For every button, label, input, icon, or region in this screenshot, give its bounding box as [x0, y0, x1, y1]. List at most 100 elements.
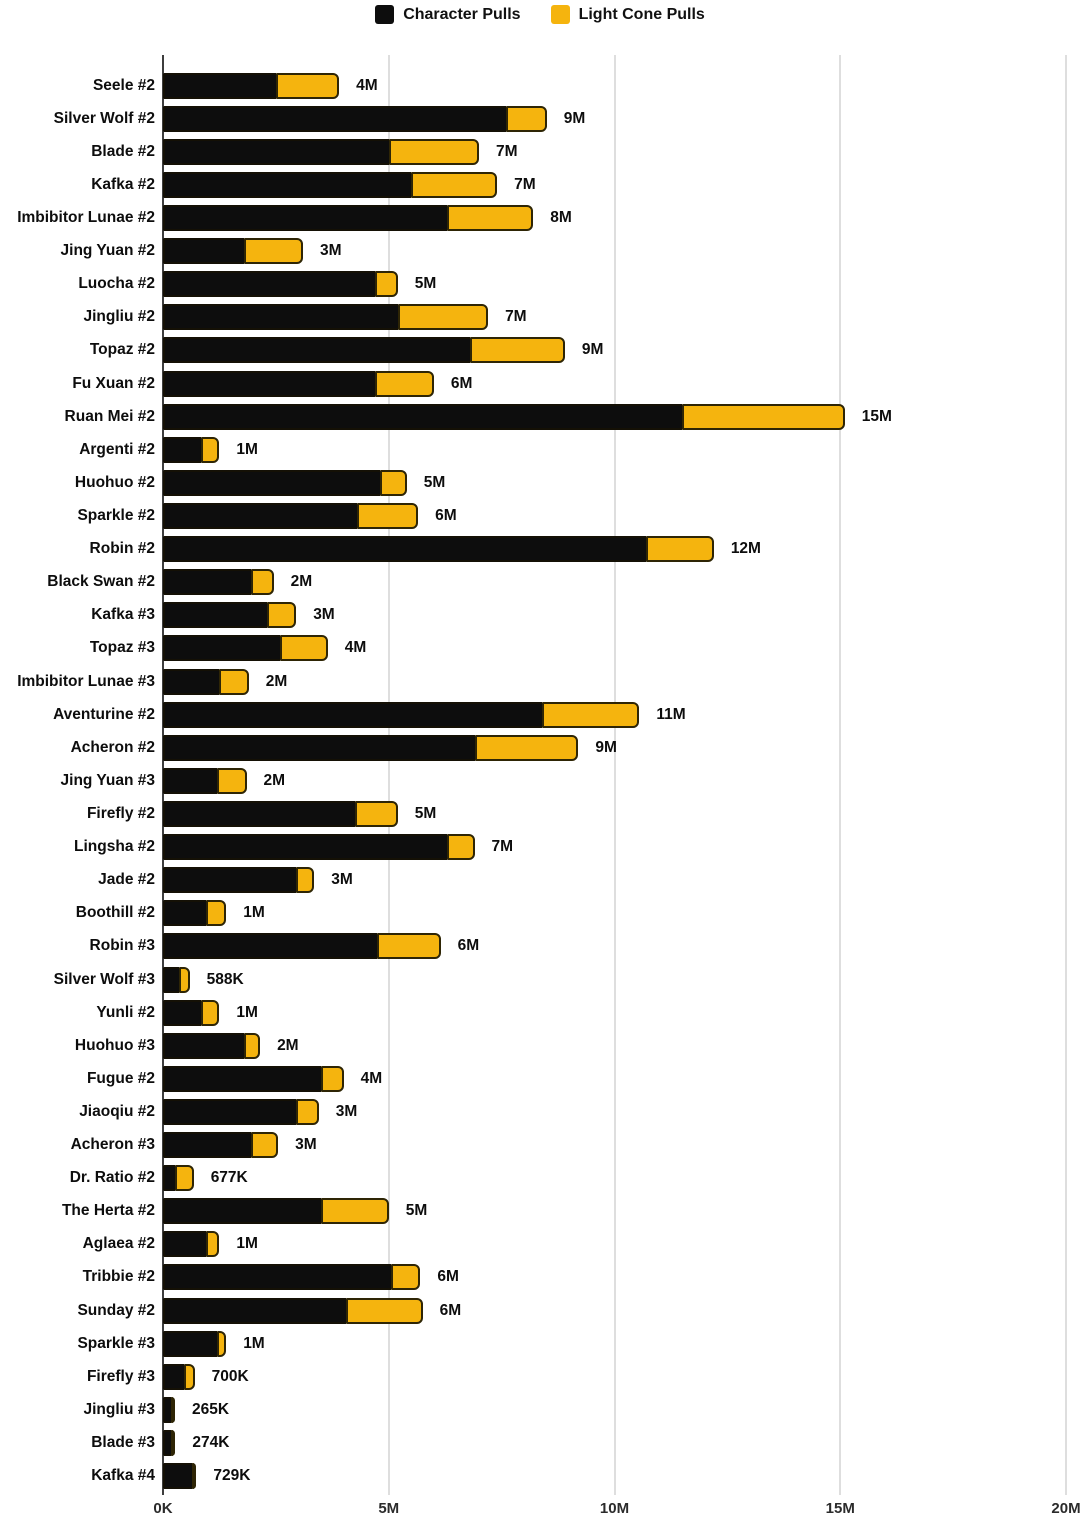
character-pulls-segment[interactable]	[163, 800, 355, 827]
light-cone-pulls-segment[interactable]	[321, 1198, 389, 1225]
character-pulls-segment[interactable]	[163, 72, 276, 99]
stacked-bar: 5M	[163, 797, 1080, 830]
light-cone-pulls-segment[interactable]	[474, 734, 579, 761]
light-cone-pulls-segment[interactable]	[646, 536, 714, 563]
character-pulls-segment[interactable]	[163, 536, 647, 563]
light-cone-pulls-segment[interactable]	[266, 602, 297, 629]
light-cone-pulls-segment[interactable]	[184, 1363, 195, 1390]
total-value-label: 1M	[236, 1003, 258, 1021]
character-pulls-segment[interactable]	[163, 337, 471, 364]
light-cone-pulls-segment[interactable]	[411, 171, 498, 198]
character-pulls-segment[interactable]	[163, 436, 202, 463]
light-cone-pulls-segment[interactable]	[175, 1165, 194, 1192]
character-pulls-segment[interactable]	[163, 502, 358, 529]
light-cone-pulls-segment[interactable]	[280, 635, 328, 662]
light-cone-pulls-segment[interactable]	[379, 469, 407, 496]
light-cone-pulls-segment[interactable]	[205, 900, 227, 927]
light-cone-pulls-segment[interactable]	[682, 403, 845, 430]
character-pulls-segment[interactable]	[163, 1198, 322, 1225]
character-pulls-segment[interactable]	[163, 271, 376, 298]
character-pulls-segment[interactable]	[163, 933, 378, 960]
character-pulls-segment[interactable]	[163, 204, 448, 231]
legend-item-character-pulls[interactable]: Character Pulls	[375, 5, 521, 24]
light-cone-pulls-segment[interactable]	[251, 1132, 279, 1159]
character-pulls-segment[interactable]	[163, 1231, 206, 1258]
character-pulls-segment[interactable]	[163, 1330, 218, 1357]
character-pulls-segment[interactable]	[163, 1396, 171, 1423]
stacked-bar: 1M	[163, 897, 1080, 930]
character-pulls-segment[interactable]	[163, 1065, 322, 1092]
character-pulls-segment[interactable]	[163, 1032, 245, 1059]
character-pulls-segment[interactable]	[163, 734, 475, 761]
character-pulls-segment[interactable]	[163, 966, 179, 993]
light-cone-pulls-segment[interactable]	[397, 304, 489, 331]
bar-row: Kafka #3 3M	[0, 599, 1080, 632]
character-pulls-segment[interactable]	[163, 668, 220, 695]
light-cone-pulls-segment[interactable]	[542, 701, 640, 728]
light-cone-pulls-segment[interactable]	[375, 370, 434, 397]
light-cone-pulls-segment[interactable]	[201, 436, 220, 463]
character-pulls-segment[interactable]	[163, 1430, 172, 1457]
total-value-label: 9M	[595, 738, 617, 756]
character-pulls-segment[interactable]	[163, 602, 267, 629]
light-cone-pulls-segment[interactable]	[201, 999, 220, 1026]
light-cone-pulls-segment[interactable]	[296, 1098, 319, 1125]
character-pulls-segment[interactable]	[163, 701, 543, 728]
light-cone-pulls-segment[interactable]	[219, 668, 249, 695]
light-cone-pulls-segment[interactable]	[377, 933, 441, 960]
character-pulls-segment[interactable]	[163, 370, 376, 397]
light-cone-pulls-segment[interactable]	[321, 1065, 344, 1092]
character-pulls-segment[interactable]	[163, 635, 281, 662]
character-pulls-segment[interactable]	[163, 999, 202, 1026]
character-pulls-segment[interactable]	[163, 1297, 346, 1324]
character-pulls-segment[interactable]	[163, 900, 206, 927]
character-pulls-segment[interactable]	[163, 1132, 252, 1159]
light-cone-pulls-segment[interactable]	[192, 1463, 197, 1490]
character-pulls-segment[interactable]	[163, 834, 448, 861]
character-pulls-segment[interactable]	[163, 1463, 193, 1490]
light-cone-pulls-segment[interactable]	[447, 834, 475, 861]
light-cone-pulls-segment[interactable]	[217, 767, 247, 794]
light-cone-pulls-segment[interactable]	[388, 138, 480, 165]
character-pulls-segment[interactable]	[163, 138, 389, 165]
legend-item-light-cone-pulls[interactable]: Light Cone Pulls	[550, 5, 705, 24]
total-value-label: 4M	[356, 76, 378, 94]
character-pulls-segment[interactable]	[163, 171, 412, 198]
light-cone-pulls-segment[interactable]	[205, 1231, 220, 1258]
light-cone-pulls-segment[interactable]	[170, 1396, 175, 1423]
light-cone-pulls-segment[interactable]	[296, 867, 315, 894]
character-pulls-segment[interactable]	[163, 238, 245, 265]
light-cone-pulls-segment[interactable]	[506, 105, 547, 132]
light-cone-pulls-segment[interactable]	[375, 271, 398, 298]
character-pulls-segment[interactable]	[163, 1098, 297, 1125]
character-pulls-segment[interactable]	[163, 767, 218, 794]
category-label: Firefly #3	[86, 1367, 155, 1385]
character-pulls-swatch-icon	[375, 5, 395, 24]
character-pulls-segment[interactable]	[163, 569, 252, 596]
bar-row: Sparkle #3 1M	[0, 1327, 1080, 1360]
light-cone-pulls-segment[interactable]	[357, 502, 419, 529]
stacked-bar: 5M	[163, 466, 1080, 499]
character-pulls-segment[interactable]	[163, 867, 297, 894]
light-cone-pulls-segment[interactable]	[345, 1297, 423, 1324]
light-cone-pulls-segment[interactable]	[275, 72, 340, 99]
light-cone-pulls-segment[interactable]	[244, 238, 303, 265]
character-pulls-segment[interactable]	[163, 403, 683, 430]
character-pulls-segment[interactable]	[163, 469, 380, 496]
bar-row: Ruan Mei #2 15M	[0, 400, 1080, 433]
light-cone-pulls-segment[interactable]	[217, 1330, 227, 1357]
light-cone-pulls-segment[interactable]	[178, 966, 190, 993]
character-pulls-segment[interactable]	[163, 304, 398, 331]
stacked-bar: 11M	[163, 698, 1080, 731]
light-cone-pulls-segment[interactable]	[391, 1264, 421, 1291]
character-pulls-segment[interactable]	[163, 1264, 391, 1291]
character-pulls-segment[interactable]	[163, 1165, 176, 1192]
light-cone-pulls-segment[interactable]	[244, 1032, 261, 1059]
light-cone-pulls-segment[interactable]	[251, 569, 274, 596]
light-cone-pulls-segment[interactable]	[354, 800, 398, 827]
light-cone-pulls-segment[interactable]	[470, 337, 565, 364]
light-cone-pulls-segment[interactable]	[447, 204, 534, 231]
character-pulls-segment[interactable]	[163, 105, 507, 132]
light-cone-pulls-segment[interactable]	[171, 1430, 176, 1457]
character-pulls-segment[interactable]	[163, 1363, 185, 1390]
